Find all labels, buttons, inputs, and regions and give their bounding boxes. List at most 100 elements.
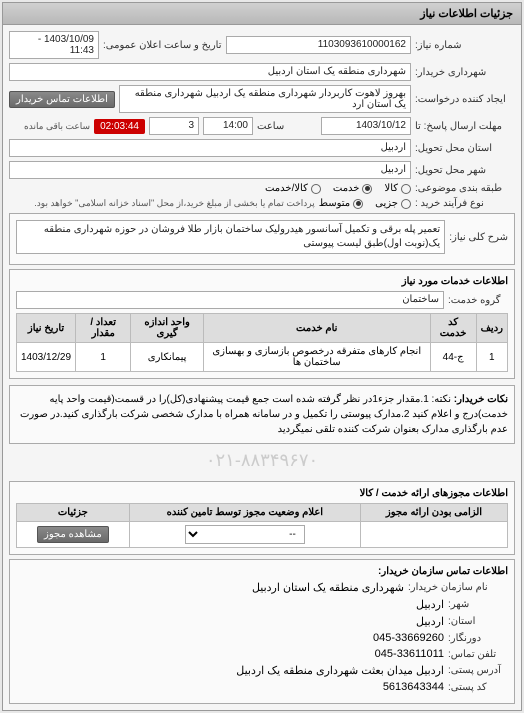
- priority-radio-group: جزیی متوسط: [319, 198, 411, 209]
- watermark-text: ۰۲۱-۸۸۳۴۹۶۷۰: [9, 444, 515, 477]
- field-days: 3: [149, 117, 199, 135]
- radio-dot-icon: [311, 184, 321, 194]
- row-reqno: شماره نیاز: 1103093610000162 تاریخ و ساع…: [9, 31, 515, 59]
- radio-dot-icon: [362, 184, 372, 194]
- perm-box: اطلاعات مجوزهای ارائه خدمت / کالا الزامی…: [9, 481, 515, 555]
- row-svc-group: گروه خدمت: ساختمان: [16, 291, 508, 309]
- row-fax: دورنگار: 045-33669260: [16, 632, 508, 644]
- radio-low-label: جزیی: [375, 198, 398, 209]
- note-label: نکات خریدار:: [454, 394, 508, 405]
- row-requester: ایجاد کننده درخواست: بهروز لاهوت کاربردا…: [9, 85, 515, 113]
- priority-note: پرداخت تمام یا بخشی از مبلغ خرید،از محل …: [9, 198, 315, 209]
- td-qty: 1: [76, 343, 131, 372]
- td-unit: پیمانکاری: [131, 343, 204, 372]
- label-svc-group: گروه خدمت:: [448, 295, 508, 306]
- main-panel: جزئیات اطلاعات نیاز شماره نیاز: 11030936…: [2, 2, 522, 711]
- radio-both[interactable]: کالا/خدمت: [265, 183, 321, 194]
- th-unit: واحد اندازه گیری: [131, 314, 204, 343]
- row-org: نام سازمان خریدار: شهرداری منطقه یک استا…: [16, 581, 508, 594]
- label-fax: دورنگار:: [448, 633, 508, 644]
- row-buyer: شهرداری خریدار: شهرداری منطقه یک استان ا…: [9, 63, 515, 81]
- field-reqno: 1103093610000162: [226, 36, 412, 54]
- row-deadline: مهلت ارسال پاسخ: تا 1403/10/12 ساعت 14:0…: [9, 117, 515, 135]
- th-perm-status: اعلام وضعیت مجوز توسط تامین کننده: [129, 504, 360, 522]
- field-buyer: شهرداری منطقه یک استان اردبیل: [9, 63, 411, 81]
- val-fax: 045-33669260: [373, 632, 444, 644]
- label-city: شهر محل تحویل:: [415, 165, 515, 176]
- perm-header: اطلاعات مجوزهای ارائه خدمت / کالا: [16, 488, 508, 499]
- svc-header: اطلاعات خدمات مورد نیاز: [16, 276, 508, 287]
- class-radio-group: کالا خدمت کالا/خدمت: [265, 183, 411, 194]
- th-code: کد خدمت: [430, 314, 476, 343]
- countdown-timer: 02:03:44: [94, 119, 145, 134]
- field-deadline-time: 14:00: [203, 117, 253, 135]
- label-requester: ایجاد کننده درخواست:: [415, 94, 515, 105]
- td-code: ج-44: [430, 343, 476, 372]
- td-date: 1403/12/29: [17, 343, 76, 372]
- contact-box: اطلاعات تماس سازمان خریدار: نام سازمان خ…: [9, 559, 515, 704]
- val-post: 5613643344: [383, 681, 444, 693]
- label-desc: شرح کلی نیاز:: [449, 232, 508, 243]
- th-idx: ردیف: [476, 314, 507, 343]
- field-province: اردبیل: [9, 139, 411, 157]
- label-reqno: شماره نیاز:: [415, 40, 515, 51]
- panel-title: جزئیات اطلاعات نیاز: [3, 3, 521, 25]
- radio-med[interactable]: متوسط: [319, 198, 363, 209]
- val-tel: 045-33611011: [375, 648, 444, 660]
- th-qty: تعداد / مقدار: [76, 314, 131, 343]
- row-class: طبقه بندی موضوعی: کالا خدمت کالا/خدمت: [9, 183, 515, 194]
- row-desc: شرح کلی نیاز: تعمیر پله برقی و تکمیل آسا…: [16, 220, 508, 254]
- label-post: کد پستی:: [448, 682, 508, 693]
- label-cprov: استان:: [448, 616, 508, 627]
- label-province: استان محل تحویل:: [415, 143, 515, 154]
- label-date: تاریخ و ساعت اعلان عمومی:: [103, 40, 222, 51]
- radio-goods-label: کالا: [384, 183, 398, 194]
- th-date: تاریخ نیاز: [17, 314, 76, 343]
- label-priority: نوع فرآیند خرید :: [415, 198, 515, 209]
- remain-text: ساعت باقی مانده: [24, 121, 90, 132]
- field-svc-group: ساختمان: [16, 291, 444, 309]
- field-date: 1403/10/09 - 11:43: [9, 31, 99, 59]
- svc-thead-row: ردیف کد خدمت نام خدمت واحد اندازه گیری ت…: [17, 314, 508, 343]
- row-cprov: استان: اردبیل: [16, 615, 508, 628]
- radio-both-label: کالا/خدمت: [265, 183, 308, 194]
- note-text: نکته: 1.مقدار جزء1در نظر گرفته شده است ج…: [20, 394, 508, 435]
- radio-dot-icon: [401, 199, 411, 209]
- td-perm-req: [360, 522, 507, 548]
- svc-table: ردیف کد خدمت نام خدمت واحد اندازه گیری ت…: [16, 313, 508, 372]
- perm-thead-row: الزامی بودن ارائه مجوز اعلام وضعیت مجوز …: [17, 504, 508, 522]
- radio-service[interactable]: خدمت: [333, 183, 373, 194]
- th-perm-req: الزامی بودن ارائه مجوز: [360, 504, 507, 522]
- label-time: ساعت: [257, 121, 317, 132]
- desc-box: شرح کلی نیاز: تعمیر پله برقی و تکمیل آسا…: [9, 213, 515, 265]
- label-tel: تلفن تماس:: [448, 649, 508, 660]
- panel-body: شماره نیاز: 1103093610000162 تاریخ و ساع…: [3, 25, 521, 710]
- row-post: کد پستی: 5613643344: [16, 681, 508, 693]
- perm-table: الزامی بودن ارائه مجوز اعلام وضعیت مجوز …: [16, 503, 508, 548]
- row-addr: آدرس پستی: اردبیل میدان بعثت شهرداری منط…: [16, 664, 508, 677]
- label-deadline: مهلت ارسال پاسخ: تا: [415, 121, 515, 132]
- note-box: نکات خریدار: نکته: 1.مقدار جزء1در نظر گر…: [9, 385, 515, 444]
- row-tel: تلفن تماس: 045-33611011: [16, 648, 508, 660]
- label-org: نام سازمان خریدار:: [408, 582, 508, 593]
- field-requester: بهروز لاهوت کاربردار شهرداری منطقه یک ار…: [119, 85, 411, 113]
- radio-goods[interactable]: کالا: [384, 183, 411, 194]
- td-perm-status: --: [129, 522, 360, 548]
- td-name: انجام کارهای متفرقه درخصوص بازسازی و بهس…: [203, 343, 430, 372]
- val-addr: اردبیل میدان بعثت شهرداری منطقه یک اردبی…: [236, 664, 444, 677]
- label-ccity: شهر:: [448, 599, 508, 610]
- view-permit-button[interactable]: مشاهده مجوز: [37, 526, 109, 543]
- val-org: شهرداری منطقه یک استان اردبیل: [252, 581, 404, 594]
- perm-status-select[interactable]: --: [185, 525, 305, 544]
- radio-dot-icon: [353, 199, 363, 209]
- contact-header: اطلاعات تماس سازمان خریدار:: [16, 566, 508, 577]
- row-city: شهر محل تحویل: اردبیل: [9, 161, 515, 179]
- svc-box: اطلاعات خدمات مورد نیاز گروه خدمت: ساختم…: [9, 269, 515, 379]
- radio-low[interactable]: جزیی: [375, 198, 411, 209]
- field-city: اردبیل: [9, 161, 411, 179]
- radio-med-label: متوسط: [319, 198, 350, 209]
- table-row: -- مشاهده مجوز: [17, 522, 508, 548]
- row-priority: نوع فرآیند خرید : جزیی متوسط پرداخت تمام…: [9, 198, 515, 209]
- contact-buyer-button[interactable]: اطلاعات تماس خریدار: [9, 91, 115, 108]
- field-deadline-date: 1403/10/12: [321, 117, 411, 135]
